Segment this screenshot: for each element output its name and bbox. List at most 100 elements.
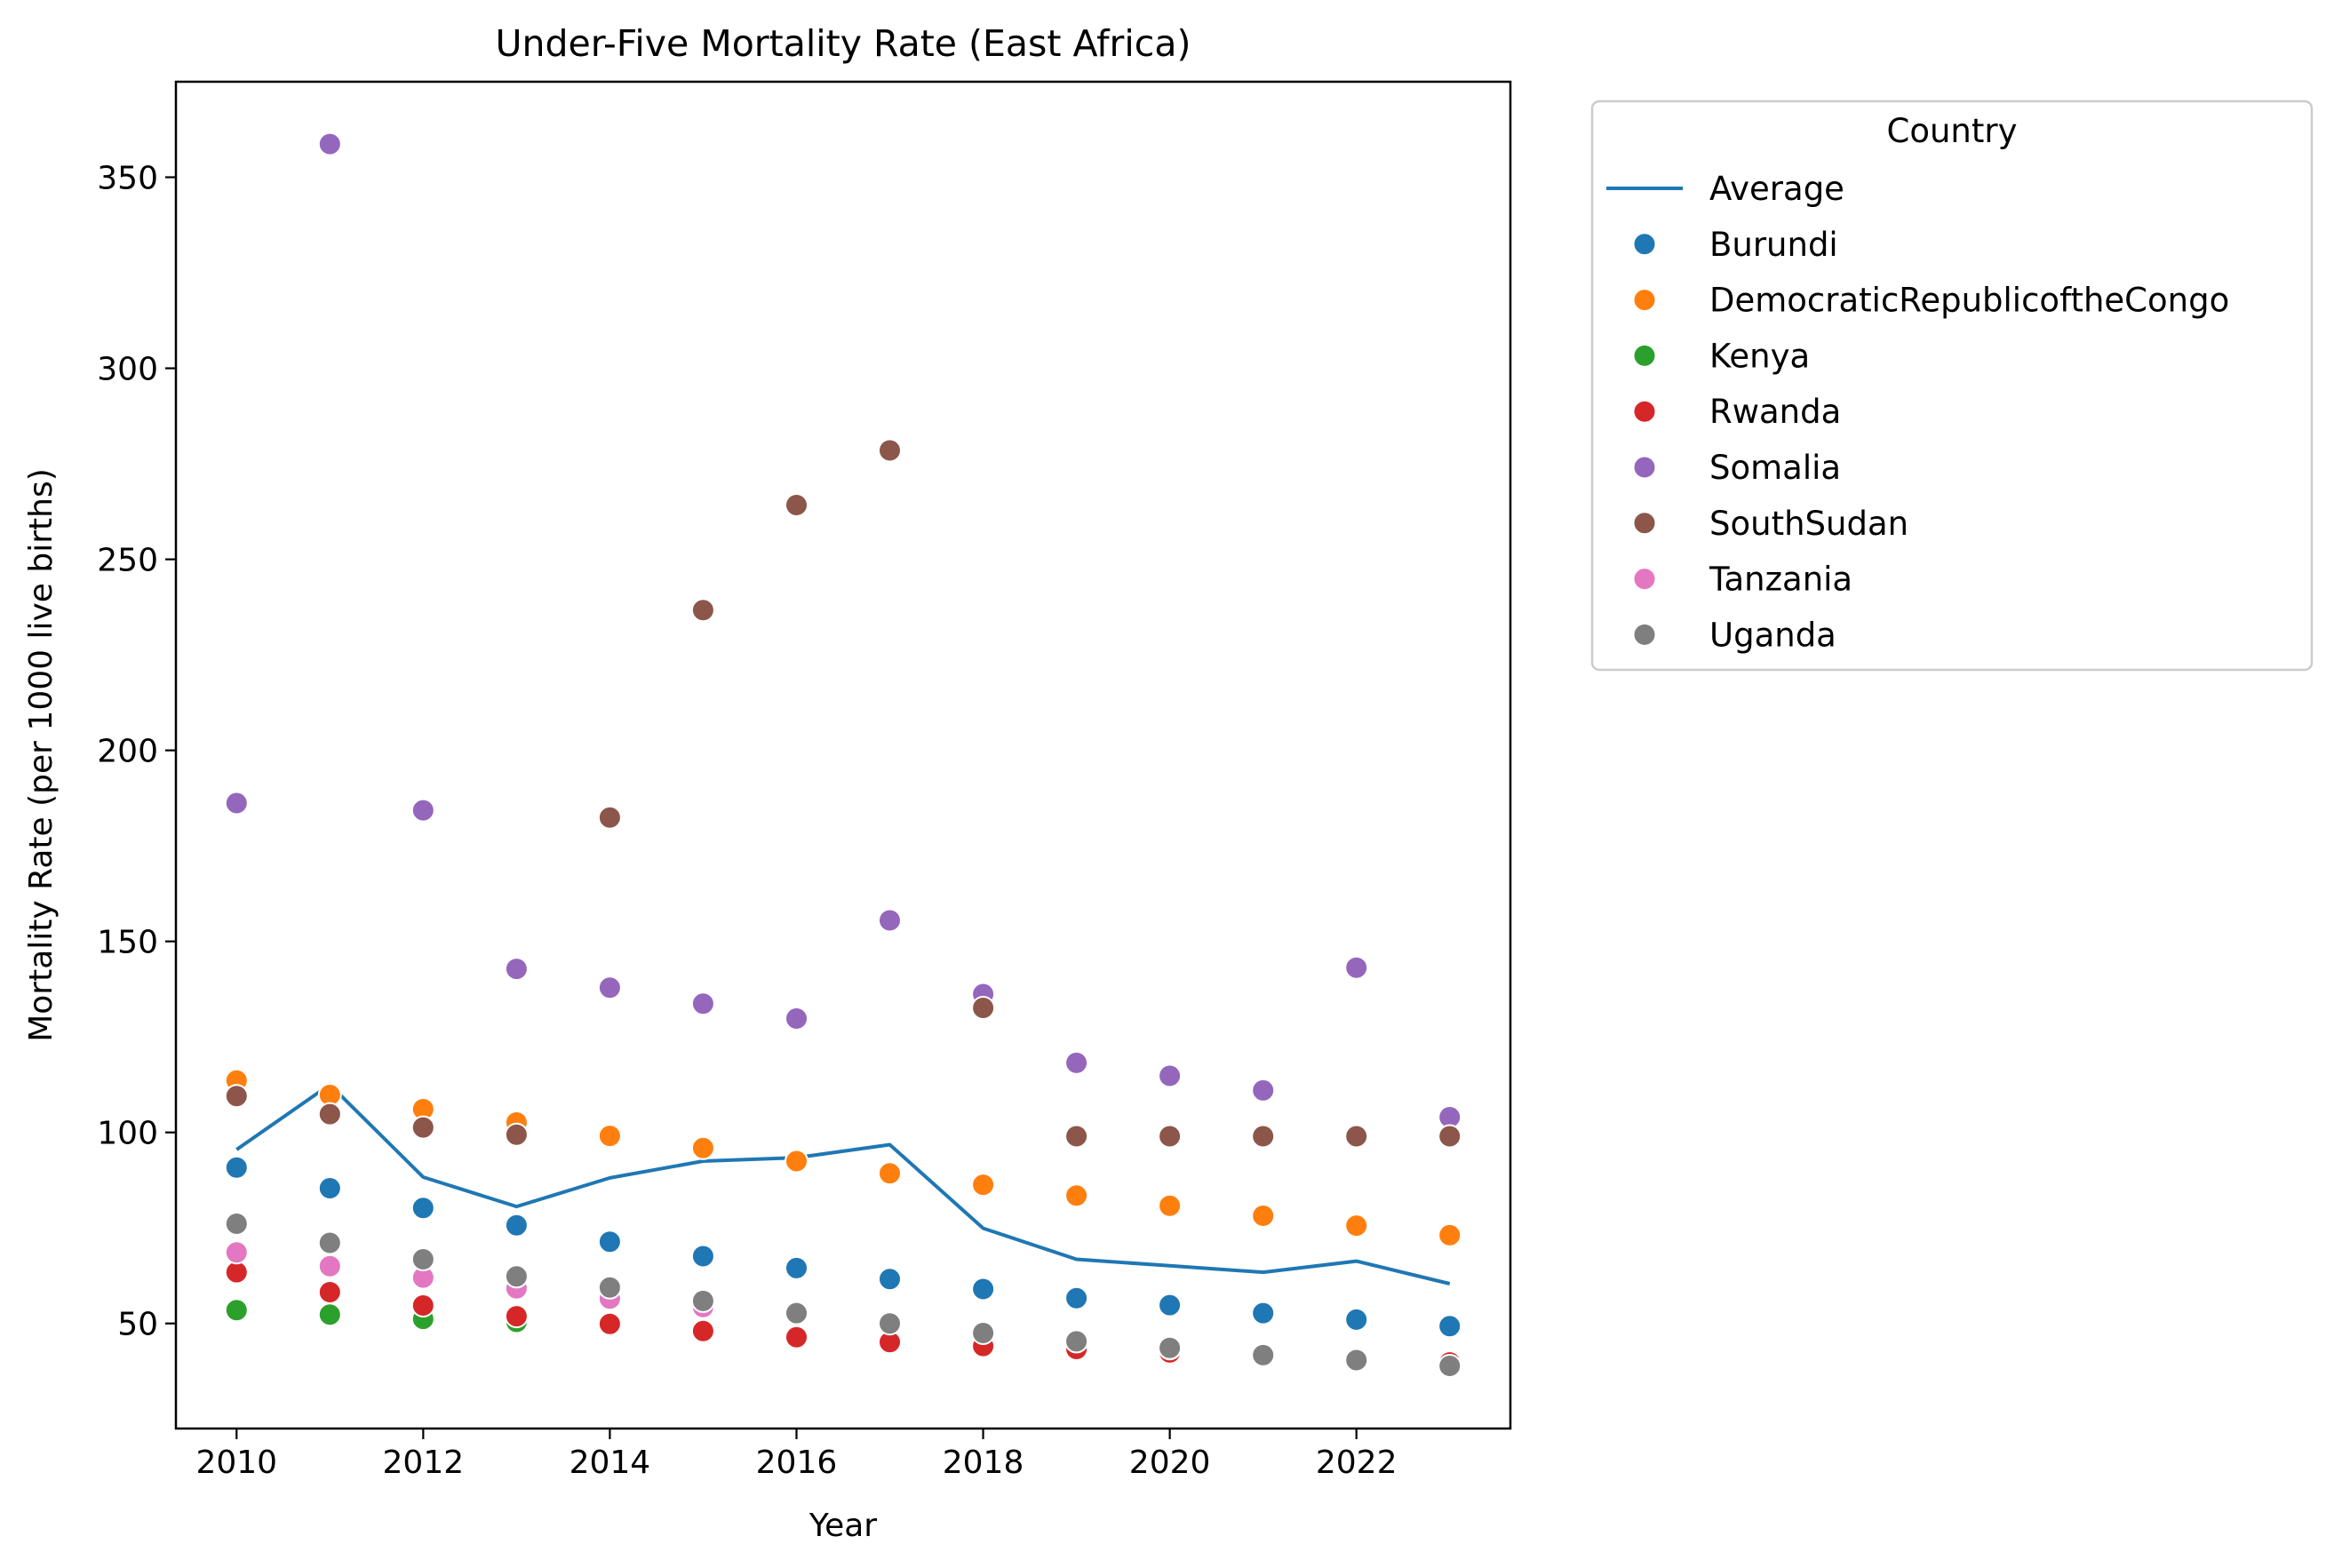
y-tick-label-50: 50 (117, 1307, 158, 1343)
point-burundi-2011 (317, 1176, 342, 1200)
point-somalia-2011 (317, 131, 342, 156)
legend-swatch-tanzania (1632, 567, 1657, 592)
point-uganda-2013 (504, 1264, 529, 1289)
x-axis: 2010 2012 2014 2016 2018 2020 2022 (195, 1429, 1398, 1481)
point-burundi-2016 (785, 1255, 809, 1280)
point-southsudan-2011 (317, 1102, 342, 1126)
point-kenya-2011 (317, 1302, 342, 1327)
point-democraticrepublicofthecongo-2022 (1344, 1214, 1369, 1238)
point-southsudan-2014 (597, 805, 622, 830)
legend-items: Average Burundi DemocraticRepublicoftheCon… (1606, 170, 2229, 654)
legend-label-tanzania: Tanzania (1709, 561, 1852, 599)
point-southsudan-2020 (1158, 1124, 1183, 1149)
point-uganda-2022 (1344, 1348, 1369, 1373)
point-uganda-2010 (224, 1212, 249, 1236)
point-rwanda-2011 (317, 1280, 342, 1304)
point-southsudan-2018 (971, 996, 996, 1020)
point-democraticrepublicofthecongo-2023 (1438, 1222, 1462, 1247)
point-uganda-2015 (690, 1288, 715, 1313)
x-tick-label-2022: 2022 (1316, 1445, 1398, 1481)
point-democraticrepublicofthecongo-2018 (971, 1173, 996, 1198)
legend-label-average: Average (1709, 170, 1844, 208)
point-democraticrepublicofthecongo-2019 (1064, 1183, 1089, 1208)
series-southsudan (224, 438, 1462, 1149)
legend-swatch-southsudan (1632, 511, 1657, 536)
legend-label-uganda: Uganda (1709, 616, 1836, 654)
y-tick-label-350: 350 (97, 161, 158, 197)
point-burundi-2018 (971, 1277, 996, 1301)
point-uganda-2018 (971, 1321, 996, 1345)
point-burundi-2015 (690, 1244, 715, 1269)
legend-title: Country (1887, 112, 2018, 150)
plot-frame (174, 80, 1512, 1430)
point-southsudan-2015 (690, 598, 715, 623)
y-axis: 50 100 150 200 250 300 350 (97, 161, 176, 1343)
point-burundi-2021 (1251, 1301, 1276, 1325)
data-points-layer (224, 131, 1462, 1378)
point-somalia-2017 (878, 908, 902, 933)
point-southsudan-2023 (1438, 1124, 1462, 1149)
point-southsudan-2021 (1251, 1124, 1276, 1149)
point-uganda-2023 (1438, 1354, 1462, 1378)
point-democraticrepublicofthecongo-2020 (1158, 1193, 1183, 1218)
series-burundi (224, 1155, 1462, 1339)
point-uganda-2017 (878, 1311, 902, 1336)
legend-swatch-kenya (1632, 343, 1657, 368)
legend-frame (1590, 99, 2314, 672)
point-southsudan-2022 (1344, 1124, 1369, 1149)
legend: Country Average Burundi DemocraticRepublic… (1590, 99, 2314, 672)
point-rwanda-2010 (224, 1260, 249, 1285)
point-democraticrepublicofthecongo-2014 (597, 1124, 622, 1149)
point-burundi-2012 (410, 1196, 435, 1221)
line-average (235, 1082, 1451, 1285)
point-uganda-2020 (1158, 1335, 1183, 1360)
point-tanzania-2010 (224, 1240, 249, 1265)
x-tick-label-2010: 2010 (195, 1445, 277, 1481)
point-somalia-2020 (1158, 1063, 1183, 1088)
y-tick-label-250: 250 (97, 543, 158, 579)
point-southsudan-2013 (504, 1122, 529, 1147)
point-tanzania-2011 (317, 1254, 342, 1278)
y-tick-label-300: 300 (97, 352, 158, 388)
point-somalia-2015 (690, 991, 715, 1016)
legend-label-rwanda: Rwanda (1709, 393, 1841, 431)
point-rwanda-2016 (785, 1325, 809, 1349)
point-burundi-2023 (1438, 1314, 1462, 1339)
point-somalia-2016 (785, 1007, 809, 1031)
point-burundi-2010 (224, 1155, 249, 1180)
point-rwanda-2015 (690, 1318, 715, 1343)
point-somalia-2012 (410, 798, 435, 823)
legend-swatch-rwanda (1632, 399, 1657, 424)
legend-label-burundi: Burundi (1709, 226, 1838, 264)
legend-swatch-somalia (1632, 455, 1657, 480)
y-tick-label-200: 200 (97, 734, 158, 770)
point-uganda-2011 (317, 1230, 342, 1255)
point-rwanda-2013 (504, 1304, 529, 1329)
x-tick-label-2020: 2020 (1129, 1445, 1211, 1481)
y-tick-label-150: 150 (97, 925, 158, 961)
legend-swatch-burundi (1632, 232, 1657, 257)
point-somalia-2022 (1344, 955, 1369, 980)
point-somalia-2021 (1251, 1078, 1276, 1102)
point-uganda-2014 (597, 1275, 622, 1300)
plot-area (174, 80, 1512, 1430)
x-tick-label-2012: 2012 (383, 1445, 465, 1481)
legend-swatch-uganda (1632, 622, 1657, 647)
point-burundi-2020 (1158, 1293, 1183, 1317)
legend-label-kenya: Kenya (1709, 337, 1810, 375)
point-somalia-2019 (1064, 1050, 1089, 1075)
y-axis-label: Mortality Rate (per 1000 live births) (23, 468, 60, 1042)
point-somalia-2013 (504, 957, 529, 982)
y-tick-label-100: 100 (97, 1116, 158, 1152)
legend-label-somalia: Somalia (1709, 449, 1841, 487)
x-tick-label-2014: 2014 (570, 1445, 651, 1481)
point-uganda-2012 (410, 1247, 435, 1271)
point-democraticrepublicofthecongo-2015 (690, 1135, 715, 1160)
point-southsudan-2012 (410, 1115, 435, 1140)
point-uganda-2016 (785, 1301, 809, 1325)
point-democraticrepublicofthecongo-2021 (1251, 1204, 1276, 1228)
x-tick-label-2018: 2018 (943, 1445, 1024, 1481)
point-burundi-2014 (597, 1230, 622, 1254)
average-line-layer (235, 1082, 1451, 1285)
